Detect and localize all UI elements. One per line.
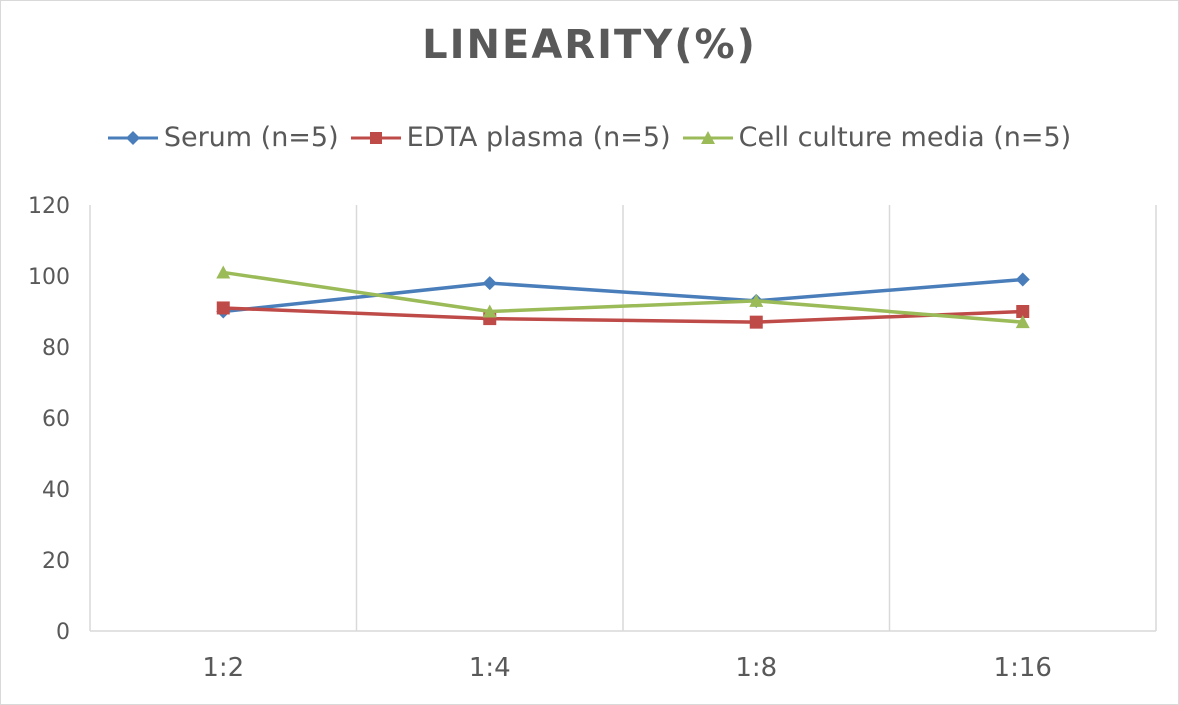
data-point-cell-culture	[482, 304, 497, 318]
legend-item-serum: Serum (n=5)	[107, 122, 339, 153]
x-tick-label: 1:8	[735, 653, 777, 683]
y-tick-label: 0	[56, 620, 70, 645]
y-tick-label: 80	[42, 336, 70, 361]
data-point-serum	[482, 276, 497, 291]
data-point-edta	[1016, 305, 1030, 318]
legend-marker-cell	[682, 130, 733, 144]
series-line-2	[222, 270, 1023, 324]
y-tick-label: 20	[42, 549, 70, 574]
data-point-edta	[749, 315, 763, 329]
x-tick-label: 1:4	[469, 653, 511, 683]
data-point-edta	[216, 301, 230, 315]
legend-label-edta: EDTA plasma (n=5)	[406, 122, 671, 153]
chart-title: LINEARITY(%)	[422, 22, 757, 68]
legend: Serum (n=5) EDTA plasma (n=5) Cell cultu…	[0, 122, 1179, 153]
legend-item-edta: EDTA plasma (n=5)	[350, 122, 671, 153]
legend-label-cell: Cell culture media (n=5)	[738, 122, 1072, 153]
data-point-cell-culture	[1015, 315, 1030, 329]
y-tick-label: 40	[42, 478, 70, 503]
legend-label-serum: Serum (n=5)	[163, 122, 339, 153]
series-line-1	[223, 306, 1023, 324]
legend-item-cell: Cell culture media (n=5)	[682, 122, 1072, 153]
legend-marker-edta	[350, 131, 401, 144]
y-tick-label: 100	[28, 265, 70, 290]
series-line-0	[223, 277, 1023, 314]
y-tick-label: 120	[28, 194, 70, 219]
data-point-cell-culture	[216, 265, 231, 279]
x-tick-label: 1:2	[202, 653, 244, 683]
y-tick-label: 60	[42, 407, 70, 432]
data-point-cell-culture	[749, 293, 764, 307]
data-point-serum	[1015, 272, 1030, 287]
x-tick-label: 1:16	[994, 653, 1052, 683]
legend-marker-serum	[107, 130, 158, 145]
